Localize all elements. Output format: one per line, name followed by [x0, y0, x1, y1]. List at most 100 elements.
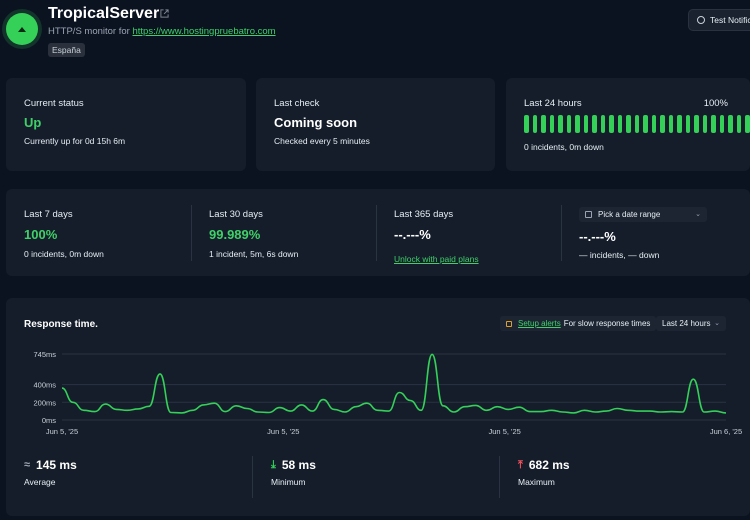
setup-alerts-text: For slow response times [563, 319, 651, 328]
last-check-label: Last check [274, 98, 320, 109]
stat-minimum: ⤓ 58 ms Minimum [271, 458, 316, 487]
uptime-bar[interactable] [745, 115, 750, 133]
uptime-bar[interactable] [541, 115, 546, 133]
stat-average-label: Average [24, 477, 56, 487]
y-tick-label: 0ms [42, 416, 56, 425]
uptime-bar[interactable] [634, 115, 639, 133]
last-24-hours-label: Last 24 hours [524, 98, 582, 109]
x-tick-label: Jun 5, '25 [489, 427, 521, 436]
response-time-chart: 0ms 200ms 400ms 745ms Jun 5, '25 Jun 5, '25 Ju… [33, 350, 742, 436]
chevron-down-icon: ⌄ [695, 211, 701, 218]
uptime-bar[interactable] [651, 115, 656, 133]
uptime-bar[interactable] [524, 115, 529, 133]
uptime-bar[interactable] [566, 115, 571, 133]
stat-maximum-label: Maximum [518, 477, 555, 487]
last-24-hours-card: Last 24 hours 100% 0 incidents, 0m down [506, 78, 750, 171]
stat-maximum: ⤒ 682 ms Maximum [518, 458, 570, 487]
period-7-days: Last 7 days 100% 0 incidents, 0m down [24, 209, 104, 259]
uptime-bars [524, 115, 750, 133]
period-custom: Pick a date range ⌄ --.---% — incidents,… [561, 189, 750, 276]
uptime-bar[interactable] [736, 115, 741, 133]
uptime-bar[interactable] [668, 115, 673, 133]
response-time-line[interactable] [61, 353, 727, 414]
time-range-label: Last 24 hours [662, 319, 711, 328]
uptime-bar[interactable] [609, 115, 614, 133]
last-check-value: Coming soon [274, 115, 358, 130]
time-range-select[interactable]: Last 24 hours ⌄ [656, 316, 726, 331]
external-link-icon[interactable] [160, 9, 169, 18]
arrow-down-icon: ⤓ [271, 458, 276, 471]
current-status-sub: Currently up for 0d 15h 6m [24, 136, 126, 146]
uptime-bar[interactable] [583, 115, 588, 133]
monitor-url-link[interactable]: https://www.hostingpruebatro.com [132, 26, 276, 37]
uptime-bar[interactable] [685, 115, 690, 133]
uptime-bar[interactable] [677, 115, 682, 133]
setup-alerts-pill: Setup alerts For slow response times [500, 316, 657, 331]
arrow-up-icon: ⤒ [518, 458, 523, 471]
last-24-hours-sub: 0 incidents, 0m down [524, 142, 604, 152]
monitor-header: TropicalServer HTTP/S monitor for https:… [0, 0, 750, 72]
period-custom-sub: — incidents, — down [579, 250, 660, 260]
uptime-bar[interactable] [575, 115, 580, 133]
current-status-value: Up [24, 115, 42, 130]
stat-maximum-value: 682 ms [528, 458, 570, 472]
location-tag: España [48, 43, 85, 57]
date-range-label: Pick a date range [598, 210, 661, 219]
response-time-card: Response time. Setup alerts For slow res… [6, 298, 750, 516]
lock-icon [506, 320, 512, 327]
chevron-up-icon [18, 26, 26, 32]
last-check-card: Last check Coming soon Checked every 5 m… [256, 78, 495, 171]
uptime-bar[interactable] [719, 115, 724, 133]
gear-icon [697, 16, 705, 24]
period-custom-value: --.---% [579, 229, 616, 244]
y-tick-label: 745ms [33, 350, 56, 359]
page-title: TropicalServer [48, 5, 160, 22]
uptime-bar[interactable] [600, 115, 605, 133]
x-tick-label: Jun 6, '25 [710, 427, 742, 436]
divider [252, 456, 253, 498]
test-notification-button[interactable]: Test Notific [688, 9, 750, 31]
setup-alerts-link[interactable]: Setup alerts [518, 319, 561, 328]
date-range-picker[interactable]: Pick a date range ⌄ [579, 207, 707, 222]
last-check-sub: Checked every 5 minutes [274, 136, 370, 146]
uptime-bar[interactable] [711, 115, 716, 133]
uptime-bar[interactable] [532, 115, 537, 133]
uptime-bar[interactable] [617, 115, 622, 133]
chevron-down-icon: ⌄ [714, 320, 720, 327]
uptime-bar[interactable] [549, 115, 554, 133]
uptime-bar[interactable] [702, 115, 707, 133]
uptime-bar[interactable] [592, 115, 597, 133]
period-30-days-sub: 1 incident, 5m, 6s down [209, 249, 299, 259]
response-time-title: Response time. [24, 319, 98, 330]
divider [376, 205, 377, 261]
period-7-days-sub: 0 incidents, 0m down [24, 249, 104, 259]
unlock-paid-plans-link[interactable]: Unlock with paid plans [394, 254, 479, 264]
uptime-periods-card: Last 7 days 100% 0 incidents, 0m down La… [6, 189, 750, 276]
uptime-bar[interactable] [558, 115, 563, 133]
wave-icon: ≈ [24, 459, 31, 471]
period-7-days-label: Last 7 days [24, 209, 73, 220]
uptime-bar[interactable] [626, 115, 631, 133]
uptime-bar[interactable] [694, 115, 699, 133]
calendar-icon [585, 211, 592, 218]
stat-average: ≈ 145 ms Average [24, 458, 77, 487]
period-30-days-label: Last 30 days [209, 209, 263, 220]
uptime-bar[interactable] [728, 115, 733, 133]
monitor-type: HTTP/S monitor for [48, 26, 130, 37]
stat-average-value: 145 ms [36, 458, 77, 472]
period-30-days-value: 99.989% [209, 227, 261, 242]
x-tick-label: Jun 5, '25 [267, 427, 299, 436]
current-status-card: Current status Up Currently up for 0d 15… [6, 78, 246, 171]
period-7-days-value: 100% [24, 227, 58, 242]
test-notification-label: Test Notific [710, 15, 750, 25]
uptime-bar[interactable] [660, 115, 665, 133]
period-365-days-value: --.---% [394, 227, 431, 242]
period-365-days: Last 365 days --.---% Unlock with paid p… [394, 209, 479, 267]
current-status-label: Current status [24, 98, 84, 109]
divider [191, 205, 192, 261]
status-up-indicator [6, 13, 38, 45]
monitor-subtitle: HTTP/S monitor for https://www.hostingpr… [48, 26, 276, 37]
uptime-bar[interactable] [643, 115, 648, 133]
stat-minimum-label: Minimum [271, 477, 306, 487]
y-tick-label: 400ms [33, 381, 56, 390]
